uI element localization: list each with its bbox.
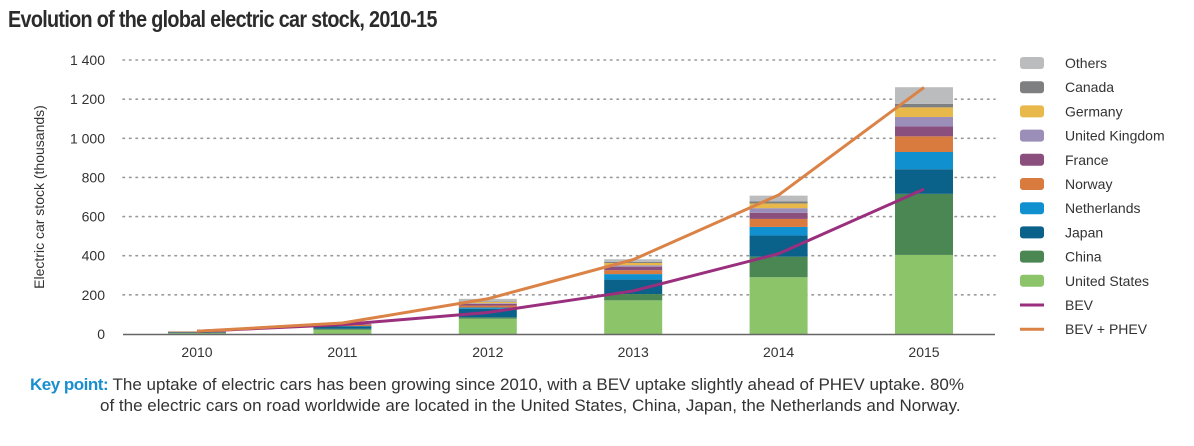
bar-segment-japan [749,235,808,257]
key-point-line2: of the electric cars on road worldwide a… [100,396,961,415]
bar-segment-france [458,303,517,306]
legend-swatch [1020,202,1044,215]
bar-segment-united-states [458,318,517,334]
legend-label: Netherlands [1065,200,1141,216]
bar-segment-canada [895,103,953,108]
bar-segment-france [749,212,808,219]
legend-swatch [1020,153,1044,166]
legend-swatch [1020,226,1044,239]
bar-segment-germany [458,301,517,304]
legend-label: BEV + PHEV [1065,321,1148,337]
bar-segment-china [458,317,517,319]
chart-title: Evolution of the global electric car sto… [8,6,437,32]
bar-segment-china [604,294,663,301]
bar-segment-united-states [749,277,808,334]
key-point-label: Key point: [30,375,109,394]
bar-segment-norway [458,305,517,308]
bar-segment-netherlands [458,307,517,309]
bar-segment-norway [895,136,953,152]
bar-segment-china [749,256,808,278]
bars [168,87,953,334]
x-tick-label: 2010 [181,344,212,360]
bar-segment-united-states [168,333,226,334]
key-point: Key point: The uptake of electric cars h… [30,374,1190,416]
y-axis-title: Electric car stock (thousands) [31,105,47,289]
legend-label: United States [1065,273,1149,289]
legend-label: Germany [1065,103,1123,119]
bar-segment-netherlands [604,274,663,280]
bar-segment-norway [749,218,808,227]
bar-segment-germany [895,107,953,117]
legend-label: Japan [1065,224,1103,240]
bar-segment-netherlands [749,226,808,236]
y-tick-label: 400 [82,248,106,264]
line-bev [196,187,925,333]
y-tick-label: 1 000 [70,130,105,146]
bar-segment-germany [604,262,663,266]
legend-label: United Kingdom [1065,128,1165,144]
y-tick-label: 800 [82,169,106,185]
legend-swatch [1020,250,1044,263]
legend-label: China [1065,249,1102,265]
y-tick-label: 200 [82,287,106,303]
legend-swatch [1020,57,1044,69]
bar-segment-japan [604,279,663,295]
x-tick-label: 2014 [763,344,794,360]
bar-segment-united-kingdom [749,208,808,213]
legend-swatch [1020,129,1044,142]
bar-segment-norway [168,331,226,333]
legend: Others Canada Germany United Kingdom France N… [1020,55,1165,337]
bar-segment-norway [604,270,663,275]
x-tick-label: 2012 [472,344,503,360]
bar-segment-china [313,328,372,330]
x-tick-label: 2013 [618,344,649,360]
legend-swatch [1020,274,1044,287]
y-tick-label: 600 [82,209,106,225]
bar-segment-united-states [313,329,372,334]
y-tick-label: 1 400 [70,52,105,68]
bar-segment-united-kingdom [895,116,953,127]
bar-segment-canada [604,261,663,263]
gridlines [122,59,996,296]
bar-segment-china [895,193,953,255]
legend-label: Others [1065,55,1107,71]
bar-segment-united-states [604,300,663,334]
bar-segment-netherlands [895,151,953,170]
bar-segment-france [604,266,663,271]
x-tick-label: 2011 [327,344,357,360]
legend-swatch [1020,105,1044,118]
y-tick-label: 1 200 [70,91,105,107]
x-tick-label: 2015 [908,344,939,360]
axes: 0 200 400 600 800 1 000 1 200 1 400 2010 2011 2012… [70,52,995,360]
legend-swatch [1020,81,1044,94]
legend-label: France [1065,152,1109,168]
legend-label: BEV [1065,297,1094,313]
lines [196,86,925,333]
bar-segment-others [749,195,808,202]
key-point-line1: The uptake of electric cars has been gro… [112,375,964,394]
line-bev-phev [196,86,925,333]
legend-label: Norway [1065,176,1112,192]
legend-swatch [1020,178,1044,190]
bar-segment-japan [168,332,226,334]
bar-segment-japan [313,326,372,329]
bar-segment-united-states [895,254,953,334]
bar-segment-germany [749,203,808,209]
y-tick-label: 0 [97,326,105,342]
bar-segment-united-kingdom [458,303,517,304]
bar-segment-united-kingdom [604,265,663,267]
bar-segment-france [895,126,953,137]
bar-segment-canada [749,201,808,204]
legend-label: Canada [1065,79,1114,95]
